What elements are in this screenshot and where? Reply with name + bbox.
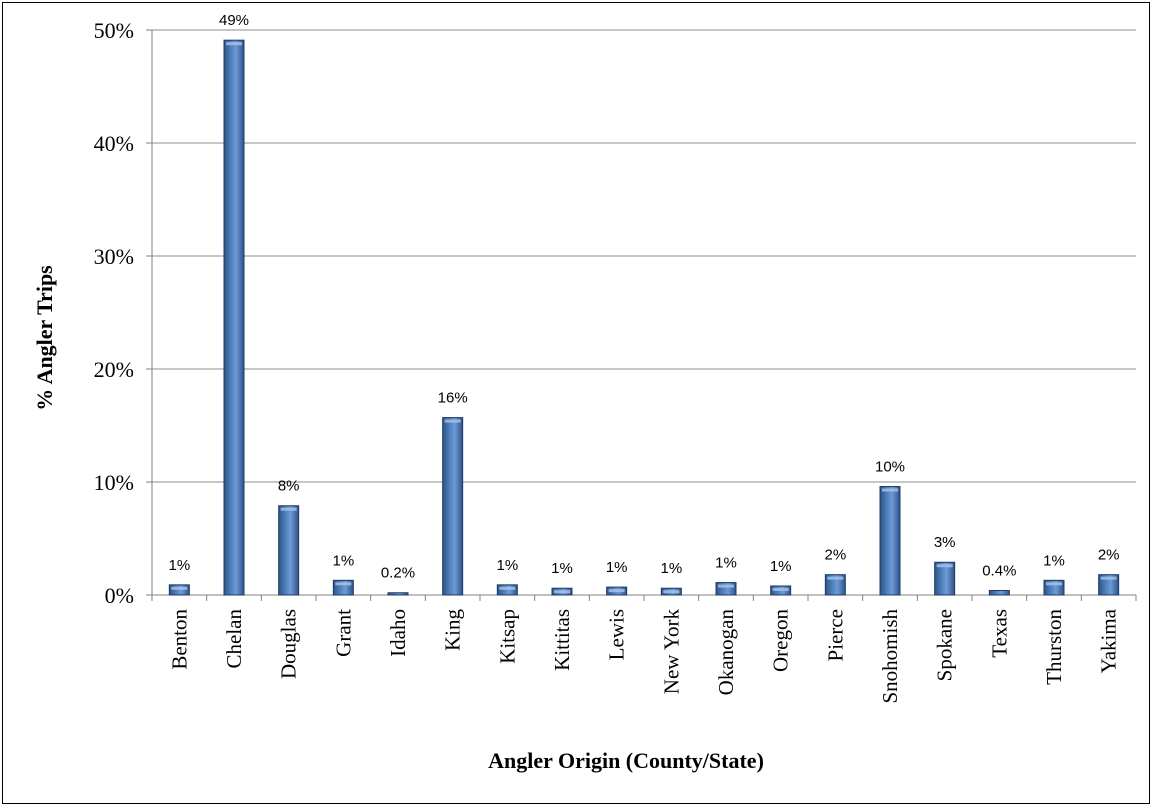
x-tick-label: Chelan: [222, 609, 246, 669]
y-tick-label: 40%: [94, 131, 134, 156]
bar: [1098, 574, 1120, 596]
x-tick-label: Snohomish: [878, 609, 902, 704]
data-label: 8%: [278, 478, 300, 495]
bar-highlight: [663, 590, 680, 594]
bar: [715, 582, 737, 596]
bar-highlight: [827, 576, 844, 580]
bar: [934, 561, 956, 596]
bar-highlight: [335, 582, 352, 586]
gridlines: [152, 29, 1136, 483]
bar-highlight: [882, 488, 898, 492]
data-label: 3%: [934, 534, 956, 551]
bar: [496, 584, 518, 596]
bar-highlight: [772, 587, 789, 591]
bar-highlight: [1100, 576, 1117, 580]
x-tick-label: Idaho: [386, 609, 410, 657]
y-tick-label: 0%: [105, 583, 134, 608]
y-tick-label: 30%: [94, 244, 134, 269]
data-label: 1%: [660, 560, 682, 577]
x-tick-label: Lewis: [605, 609, 629, 660]
bar: [442, 417, 464, 596]
bar-highlight: [171, 586, 188, 590]
x-tick-label: King: [441, 609, 465, 652]
bar-highlight: [936, 564, 953, 568]
x-tick-label: Douglas: [277, 609, 301, 679]
data-label: 10%: [875, 459, 905, 476]
x-tick-label: Texas: [987, 609, 1011, 658]
data-label: 1%: [1043, 552, 1065, 569]
data-label: 1%: [496, 557, 518, 574]
y-tick-label: 10%: [94, 470, 134, 495]
bar: [988, 589, 1010, 596]
data-label: 1%: [770, 558, 792, 575]
bar-highlight: [444, 419, 461, 423]
x-tick-label: Okanogan: [714, 609, 738, 696]
x-tick-labels: Benton Chelan Douglas Grant Idaho King Kitsap K…: [167, 608, 1120, 703]
axes: [146, 29, 1137, 601]
bar: [223, 39, 245, 596]
bar-highlight: [226, 42, 242, 46]
data-label: 0.2%: [381, 565, 415, 582]
data-label: 2%: [1098, 547, 1120, 564]
data-label: 1%: [168, 557, 190, 574]
x-axis-title: Angler Origin (County/State): [488, 748, 764, 773]
bar: [278, 505, 300, 596]
x-tick-label: New York: [659, 609, 683, 695]
data-label: 1%: [606, 559, 628, 576]
y-tick-label: 20%: [94, 357, 134, 382]
data-label: 49%: [219, 12, 249, 29]
bar-highlight: [499, 586, 516, 590]
data-labels: 1% 49% 8% 1% 0.2% 16% 1% 1% 1% 1% 1% 1% 2% 10% 3% 0.4% 1…: [168, 12, 1119, 582]
x-tick-label: Spokane: [933, 609, 957, 681]
data-label: 1%: [551, 560, 573, 577]
bars: [168, 39, 1120, 596]
bar: [168, 584, 190, 596]
x-tick-label: Grant: [331, 609, 355, 657]
x-tick-label: Pierce: [823, 609, 847, 661]
bar: [824, 574, 846, 596]
bar-highlight: [280, 507, 297, 511]
bar: [387, 592, 409, 596]
bar-highlight: [554, 590, 570, 594]
x-tick-label: Kitsap: [495, 609, 519, 664]
y-tick-labels: 0% 10% 20% 30% 40% 50%: [94, 18, 134, 608]
bar-highlight: [1046, 582, 1062, 586]
x-tick-label: Kittitas: [550, 609, 574, 671]
data-label: 2%: [824, 547, 846, 564]
bar-highlight: [608, 589, 625, 593]
x-tick-label: Benton: [167, 609, 191, 670]
x-tick-label: Oregon: [769, 609, 793, 672]
x-tick-label: Yakima: [1097, 608, 1121, 673]
data-label: 16%: [438, 390, 468, 407]
x-tick-label: Thurston: [1042, 609, 1066, 685]
data-label: 1%: [332, 552, 354, 569]
y-tick-label: 50%: [94, 18, 134, 43]
data-label: 1%: [715, 555, 737, 572]
data-label: 0.4%: [982, 562, 1016, 579]
bar-highlight: [718, 584, 734, 588]
bar: [879, 486, 901, 596]
y-axis-title: % Angler Trips: [32, 265, 57, 411]
